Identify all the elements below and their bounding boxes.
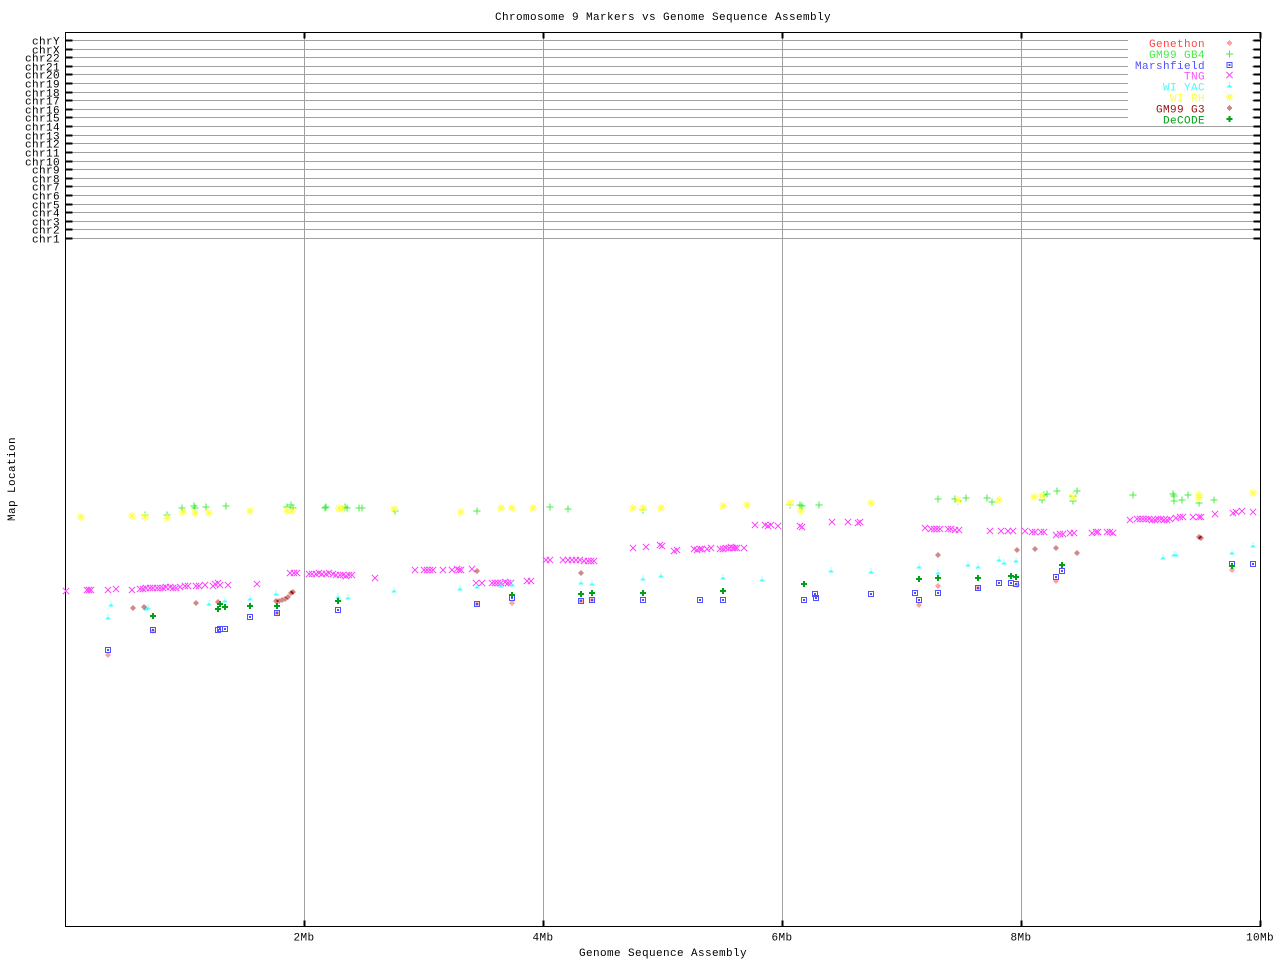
- svg-text:4Mb: 4Mb: [532, 933, 553, 945]
- svg-text:GM99 GB4: GM99 GB4: [1149, 50, 1205, 62]
- svg-text:chrY: chrY: [32, 37, 60, 49]
- svg-text:2Mb: 2Mb: [293, 933, 314, 945]
- svg-text:chr4: chr4: [32, 209, 60, 221]
- svg-text:TNG: TNG: [1184, 72, 1205, 84]
- svg-text:chr2: chr2: [32, 226, 60, 238]
- svg-text:GM99 G3: GM99 G3: [1156, 105, 1205, 117]
- svg-text:Genome Sequence Assembly: Genome Sequence Assembly: [579, 948, 747, 960]
- svg-text:chr13: chr13: [25, 132, 60, 144]
- svg-text:DeCODE: DeCODE: [1163, 115, 1205, 127]
- svg-text:WI RH: WI RH: [1170, 94, 1205, 106]
- svg-text:chr12: chr12: [25, 140, 60, 152]
- svg-text:chr19: chr19: [25, 80, 60, 92]
- svg-text:Chromosome 9 Markers vs Genome: Chromosome 9 Markers vs Genome Sequence …: [495, 12, 831, 24]
- svg-text:chr20: chr20: [25, 71, 60, 83]
- svg-text:chr11: chr11: [25, 149, 60, 161]
- svg-text:chr7: chr7: [32, 183, 60, 195]
- svg-text:chr3: chr3: [32, 218, 60, 230]
- svg-text:chr15: chr15: [25, 114, 60, 126]
- svg-text:chr6: chr6: [32, 192, 60, 204]
- svg-text:chr1: chr1: [32, 235, 60, 247]
- svg-text:Genethon: Genethon: [1149, 39, 1205, 51]
- svg-text:chr5: chr5: [32, 201, 60, 213]
- svg-text:chr10: chr10: [25, 158, 60, 170]
- svg-text:6Mb: 6Mb: [771, 933, 792, 945]
- svg-text:chr18: chr18: [25, 89, 60, 101]
- svg-text:chr16: chr16: [25, 106, 60, 118]
- svg-text:Marshfield: Marshfield: [1135, 61, 1205, 73]
- svg-text:10Mb: 10Mb: [1246, 933, 1274, 945]
- svg-text:chr17: chr17: [25, 97, 60, 109]
- svg-text:chrX: chrX: [32, 46, 60, 58]
- svg-text:chr21: chr21: [25, 63, 60, 75]
- svg-text:chr22: chr22: [25, 54, 60, 66]
- svg-text:chr8: chr8: [32, 175, 60, 187]
- svg-text:8Mb: 8Mb: [1010, 933, 1031, 945]
- svg-text:Map Location: Map Location: [7, 437, 19, 521]
- svg-text:chr9: chr9: [32, 166, 60, 178]
- svg-text:chr14: chr14: [25, 123, 60, 135]
- svg-text:WI YAC: WI YAC: [1163, 83, 1205, 95]
